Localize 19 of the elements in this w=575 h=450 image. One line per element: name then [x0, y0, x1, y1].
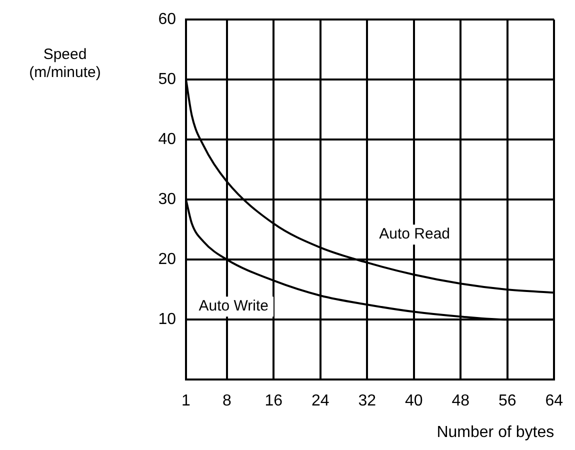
y-tick-label: 50	[158, 71, 176, 88]
x-tick-label: 8	[222, 392, 232, 410]
y-axis-title: Speed (m/minute)	[29, 46, 101, 82]
x-tick-label: 40	[404, 392, 423, 410]
x-axis-title: Number of bytes	[436, 424, 554, 441]
y-tick-label: 40	[158, 131, 176, 148]
x-tick-label: 48	[452, 392, 470, 410]
y-tick-label: 60	[158, 11, 176, 28]
x-tick-label: 32	[358, 392, 376, 410]
y-tick-label: 10	[158, 311, 176, 328]
x-tick-label: 56	[498, 392, 516, 410]
series-label: Auto Write	[198, 298, 269, 315]
x-tick-label: 1	[182, 392, 191, 410]
y-tick-label: 20	[158, 251, 176, 268]
x-tick-label: 16	[264, 392, 283, 410]
series-label: Auto Read	[379, 226, 450, 243]
x-tick-label: 64	[545, 392, 564, 410]
x-tick-label: 24	[311, 392, 330, 410]
y-tick-label: 30	[158, 191, 176, 208]
